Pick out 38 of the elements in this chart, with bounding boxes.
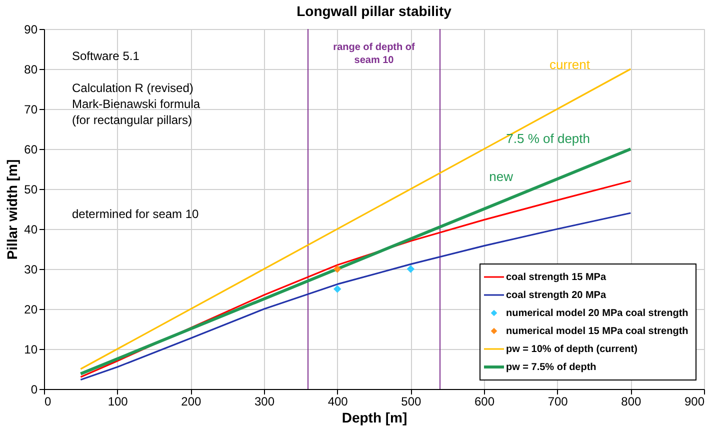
annotation: current — [550, 57, 590, 72]
legend-label: pw = 10% of depth (current) — [506, 344, 638, 355]
annotation: (for rectangular pillars) — [72, 113, 192, 127]
x-tick-label: 500 — [401, 394, 422, 408]
chart-title: Longwall pillar stability — [296, 3, 452, 19]
x-tick-label: 800 — [621, 394, 642, 408]
y-tick-label: 40 — [24, 222, 38, 236]
y-tick-label: 30 — [24, 262, 38, 276]
legend-label: numerical model 15 MPa coal strength — [506, 326, 688, 337]
x-tick-label: 200 — [181, 394, 202, 408]
x-tick-label: 900 — [684, 394, 705, 408]
y-tick-label: 60 — [24, 142, 38, 156]
annotation: Mark-Bienawski formula — [72, 97, 200, 111]
annotation: new — [489, 169, 514, 184]
y-tick-label: 80 — [24, 62, 38, 76]
legend-label: coal strength 20 MPa — [506, 290, 606, 301]
y-tick-label: 20 — [24, 302, 38, 316]
legend-label: numerical model 20 MPa coal strength — [506, 308, 688, 319]
y-tick-label: 0 — [30, 382, 38, 396]
annotation: range of depth of seam 10 — [333, 42, 416, 66]
y-axis-title: Pillar width [m] — [4, 159, 20, 260]
annotation: determined for seam 10 — [72, 207, 200, 221]
y-tick-label: 10 — [24, 342, 38, 356]
x-tick-label: 0 — [44, 394, 52, 408]
x-tick-label: 600 — [474, 394, 495, 408]
annotation: 7.5 % of depth — [506, 131, 590, 146]
legend-label: pw = 7.5% of depth — [506, 362, 596, 373]
x-tick-label: 700 — [548, 394, 568, 408]
x-tick-label: 400 — [328, 394, 348, 408]
legend-label: coal strength 15 MPa — [506, 272, 606, 283]
x-tick-label: 300 — [254, 394, 275, 408]
y-tick-label: 50 — [24, 182, 38, 196]
y-tick-label: 70 — [24, 102, 38, 116]
y-tick-label: 90 — [24, 22, 38, 36]
annotation: Calculation R (revised) — [72, 81, 194, 95]
x-tick-label: 100 — [108, 394, 128, 408]
annotation: Software 5.1 — [72, 49, 140, 63]
x-axis-title: Depth [m] — [342, 410, 408, 426]
